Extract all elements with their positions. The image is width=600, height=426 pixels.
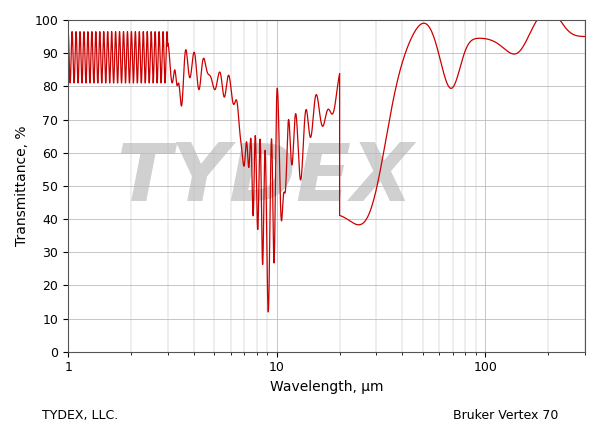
Text: TYDEX: TYDEX bbox=[116, 140, 413, 218]
Text: TYDEX, LLC.: TYDEX, LLC. bbox=[42, 409, 118, 422]
Y-axis label: Transmittance, %: Transmittance, % bbox=[15, 126, 29, 246]
Text: Bruker Vertex 70: Bruker Vertex 70 bbox=[452, 409, 558, 422]
X-axis label: Wavelength, μm: Wavelength, μm bbox=[270, 380, 383, 394]
